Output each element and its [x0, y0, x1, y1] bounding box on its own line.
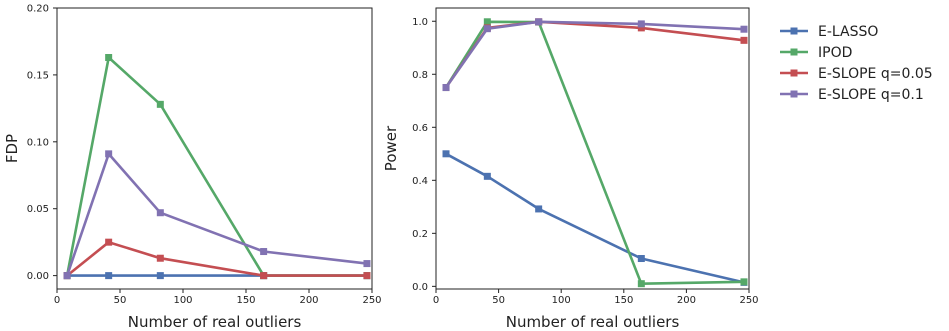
series-line-ipod	[444, 20, 745, 286]
data-point-e-slope-q-0-1	[442, 84, 450, 92]
x-tick-label: 250	[362, 295, 381, 306]
legend-swatch-marker	[790, 48, 798, 56]
x-tick-label: 150	[614, 295, 633, 306]
data-point-e-slope-q-0-1	[637, 20, 645, 28]
y-tick-label: 0.05	[27, 204, 49, 215]
series-line-e-slope-q-0-1	[65, 152, 368, 277]
data-point-e-slope-q-0-05	[156, 254, 164, 262]
data-point-e-slope-q-0-1	[63, 272, 71, 280]
data-point-ipod	[740, 278, 748, 286]
data-point-e-slope-q-0-05	[363, 272, 371, 280]
legend: E-LASSO IPOD E-SLOPE q=0.05 E-SLOPE q=0.1	[780, 24, 933, 103]
y-axis-title: Power	[382, 125, 400, 171]
data-point-e-lasso	[535, 205, 543, 213]
y-tick-label: 0.20	[27, 4, 49, 15]
legend-swatch-marker	[790, 27, 798, 35]
x-tick-label: 0	[433, 295, 439, 306]
x-axis-title: Number of real outliers	[506, 313, 680, 331]
y-axis-title: FDP	[3, 134, 21, 163]
data-point-e-slope-q-0-1	[483, 25, 491, 33]
legend-label: IPOD	[818, 45, 852, 61]
data-point-ipod	[483, 18, 491, 26]
x-tick-label: 50	[492, 295, 505, 306]
x-tick-label: 200	[299, 295, 318, 306]
x-tick-label: 0	[54, 295, 60, 306]
x-tick-label: 150	[236, 295, 255, 306]
legend-label: E-LASSO	[818, 24, 878, 40]
data-point-ipod	[105, 54, 113, 62]
data-point-e-lasso	[442, 150, 450, 158]
data-point-ipod	[156, 100, 164, 108]
data-point-e-slope-q-0-1	[105, 150, 113, 158]
x-tick-label: 50	[114, 295, 127, 306]
data-point-e-slope-q-0-1	[156, 209, 164, 217]
data-point-e-lasso	[483, 172, 491, 180]
legend-label: E-SLOPE q=0.05	[818, 66, 933, 82]
plot-frame	[435, 7, 750, 290]
plot-frame	[56, 7, 373, 290]
data-point-e-slope-q-0-1	[363, 260, 371, 268]
y-tick-label: 0.00	[27, 271, 49, 282]
x-tick-label: 100	[173, 295, 192, 306]
data-point-e-lasso	[156, 272, 164, 280]
data-point-e-slope-q-0-05	[105, 238, 113, 246]
y-tick-label: 0.10	[27, 137, 49, 148]
x-tick-label: 100	[552, 295, 571, 306]
data-point-e-lasso	[105, 272, 113, 280]
legend-swatch-marker	[790, 90, 798, 98]
y-tick-label: 0.6	[412, 123, 428, 134]
y-tick-label: 0.4	[412, 176, 428, 187]
data-point-e-slope-q-0-05	[637, 24, 645, 32]
data-point-e-lasso	[637, 255, 645, 263]
fdp-chart: 0 50 100 150 200 250 0.00 0.05 0.10 0.15 0.20 Numbe…	[3, 4, 382, 331]
legend-swatch-marker	[790, 69, 798, 77]
x-axis-title: Number of real outliers	[128, 313, 302, 331]
y-tick-label: 0.15	[27, 70, 49, 81]
data-point-e-slope-q-0-05	[740, 36, 748, 44]
x-tick-label: 250	[739, 295, 758, 306]
data-point-e-slope-q-0-1	[535, 18, 543, 26]
data-point-e-slope-q-0-1	[740, 25, 748, 33]
data-point-e-slope-q-0-1	[260, 248, 268, 256]
y-tick-label: 0.0	[412, 282, 428, 293]
y-tick-label: 0.2	[412, 229, 428, 240]
power-chart: 0 50 100 150 200 250 0.0 0.2 0.4 0.6 0.8 1.0 Number …	[382, 7, 759, 331]
data-point-ipod	[637, 280, 645, 288]
y-tick-label: 0.8	[412, 70, 428, 81]
data-point-e-slope-q-0-05	[260, 272, 268, 280]
y-tick-label: 1.0	[412, 17, 428, 28]
legend-label: E-SLOPE q=0.1	[818, 87, 924, 103]
x-tick-label: 200	[677, 295, 696, 306]
